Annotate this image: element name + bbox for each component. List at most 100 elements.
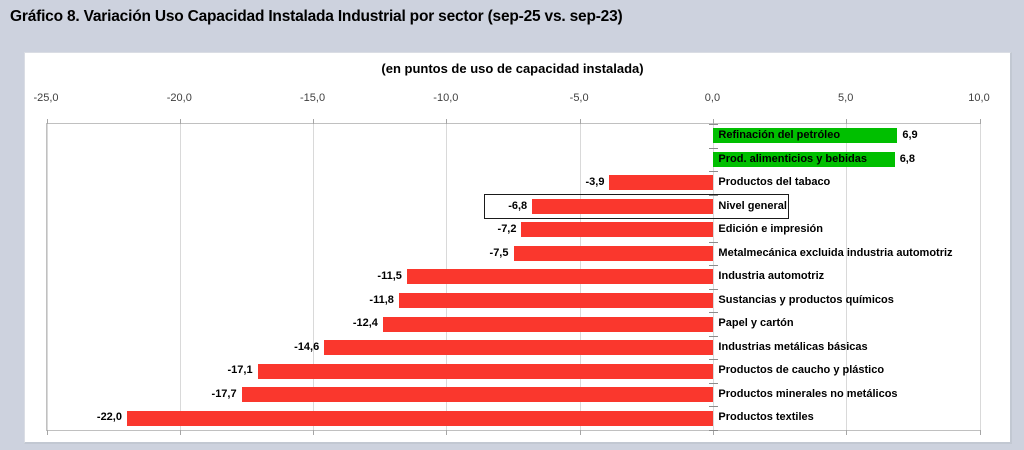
category-axis-tick <box>708 288 718 290</box>
axis-tick-mark <box>313 430 315 435</box>
bar-negative[interactable] <box>609 175 714 191</box>
bar-row: -6,8 Nivel general <box>47 195 980 219</box>
chart-panel: (en puntos de uso de capacidad instalada… <box>24 52 1012 444</box>
category-label: Productos de caucho y plástico <box>718 364 885 377</box>
axis-tick-mark <box>313 119 315 124</box>
category-axis-tick <box>708 123 718 125</box>
bar-negative[interactable] <box>398 293 714 309</box>
bar-row: -11,8 Sustancias y productos químicos <box>47 289 980 313</box>
category-axis-tick <box>708 358 718 360</box>
category-label: Edición e impresión <box>718 223 823 236</box>
bar-value-label: -22,0 <box>96 411 122 424</box>
bar-positive[interactable] <box>713 128 898 144</box>
x-axis-tick-label: -25,0 <box>33 92 59 104</box>
category-label: Metalmecánica excluida industria automot… <box>718 246 953 259</box>
bar-row: -17,1 Productos de caucho y plástico <box>47 359 980 383</box>
category-label: Industria automotriz <box>718 270 825 283</box>
bar-value-label: 6,8 <box>899 152 915 165</box>
bar-value-label: 6,9 <box>902 129 918 141</box>
category-label: Refinación del petróleo <box>718 129 841 141</box>
axis-tick-mark <box>579 430 581 435</box>
axis-tick-mark <box>846 119 848 124</box>
x-axis-tick-label: 10,0 <box>968 92 990 104</box>
bar-negative[interactable] <box>532 198 714 214</box>
x-axis-labels: -25,0 -20,0 -15,0 -10,0 -5,0 0,0 5,0 10,0 <box>33 92 989 106</box>
axis-tick-mark <box>179 119 181 124</box>
x-axis-tick-label: -20,0 <box>166 92 192 104</box>
vertical-gridline <box>46 124 48 430</box>
category-axis-tick <box>708 429 718 431</box>
category-axis-tick <box>708 311 718 313</box>
axis-tick-mark <box>846 430 848 435</box>
chart-subtitle: (en puntos de uso de capacidad instalada… <box>381 61 644 76</box>
category-axis-tick <box>708 335 718 337</box>
category-label: Industrias metálicas básicas <box>718 340 868 353</box>
category-axis-tick <box>708 264 718 266</box>
category-axis-tick <box>708 147 718 149</box>
axis-tick-mark <box>712 430 714 435</box>
bar-value-label: -11,5 <box>377 270 402 283</box>
x-axis-tick-label: -10,0 <box>433 92 459 104</box>
vertical-gridline <box>979 124 981 430</box>
bar-value-label: -11,8 <box>369 293 394 306</box>
axis-tick-mark <box>179 430 181 435</box>
bar-negative[interactable] <box>382 316 714 332</box>
category-label: Productos textiles <box>718 411 814 424</box>
vertical-gridline <box>712 124 714 430</box>
axis-tick-mark <box>979 430 981 435</box>
bar-negative[interactable] <box>257 363 714 379</box>
bar-row: -11,5 Industria automotriz <box>47 265 980 289</box>
bar-value-label: -14,6 <box>294 340 320 353</box>
category-label: Papel y cartón <box>718 317 794 330</box>
bar-row: -12,4 Papel y cartón <box>47 312 980 336</box>
bar-row: -14,6 Industrias metálicas básicas <box>47 336 980 360</box>
page-title: Gráfico 8. Variación Uso Capacidad Insta… <box>10 8 623 25</box>
highlight-box-nivel-general <box>484 194 790 219</box>
bar-row: 6,8 Prod. alimenticios y bebidas <box>47 148 980 172</box>
category-axis-tick <box>708 241 718 243</box>
bar-value-label: -7,2 <box>497 223 517 236</box>
bar-row: -7,5 Metalmecánica excluida industria aut… <box>47 242 980 266</box>
axis-tick-mark <box>446 430 448 435</box>
bar-negative[interactable] <box>406 269 714 285</box>
category-axis-tick <box>708 170 718 172</box>
bar-negative[interactable] <box>521 222 714 238</box>
axis-tick-mark <box>712 119 714 124</box>
bar-negative[interactable] <box>126 410 714 426</box>
vertical-gridline <box>846 124 848 430</box>
category-axis-tick <box>708 405 718 407</box>
category-label: Sustancias y productos químicos <box>718 293 894 306</box>
axis-tick-mark <box>579 119 581 124</box>
bar-positive[interactable] <box>713 151 895 167</box>
bar-negative[interactable] <box>241 387 714 403</box>
bar-value-label: -7,5 <box>489 246 509 259</box>
category-axis-tick <box>708 382 718 384</box>
bar-row: -3,9 Productos del tabaco <box>47 171 980 195</box>
plot-area: 6,9 Refinación del petróleo 6,8 Prod. alime… <box>46 119 981 435</box>
axis-tick-mark <box>979 119 981 124</box>
category-label: Prod. alimenticios y bebidas <box>718 152 867 165</box>
bar-row: -17,7 Productos minerales no metálicos <box>47 383 980 407</box>
bar-value-label: -6,8 <box>508 199 528 212</box>
axis-tick-mark <box>46 430 48 435</box>
bar-value-label: -12,4 <box>352 317 378 330</box>
category-label: Productos minerales no metálicos <box>718 387 898 400</box>
category-label: Nivel general <box>718 199 787 212</box>
bar-row: 6,9 Refinación del petróleo <box>47 124 980 148</box>
bar-value-label: -17,1 <box>227 364 253 377</box>
axis-tick-mark <box>446 119 448 124</box>
vertical-gridline <box>179 124 181 430</box>
bar-value-label: -17,7 <box>211 387 237 400</box>
vertical-gridline <box>313 124 315 430</box>
bar-row: -22,0 Productos textiles <box>47 406 980 430</box>
x-axis-tick-label: 0,0 <box>704 92 721 104</box>
bar-negative[interactable] <box>324 340 714 356</box>
x-axis-tick-label: -5,0 <box>569 92 589 104</box>
x-axis-tick-label: 5,0 <box>838 92 854 104</box>
category-label: Productos del tabaco <box>718 176 831 189</box>
bar-row: -7,2 Edición e impresión <box>47 218 980 242</box>
x-axis-tick-label: -15,0 <box>300 92 326 104</box>
bar-negative[interactable] <box>513 245 714 261</box>
axis-tick-mark <box>46 119 48 124</box>
